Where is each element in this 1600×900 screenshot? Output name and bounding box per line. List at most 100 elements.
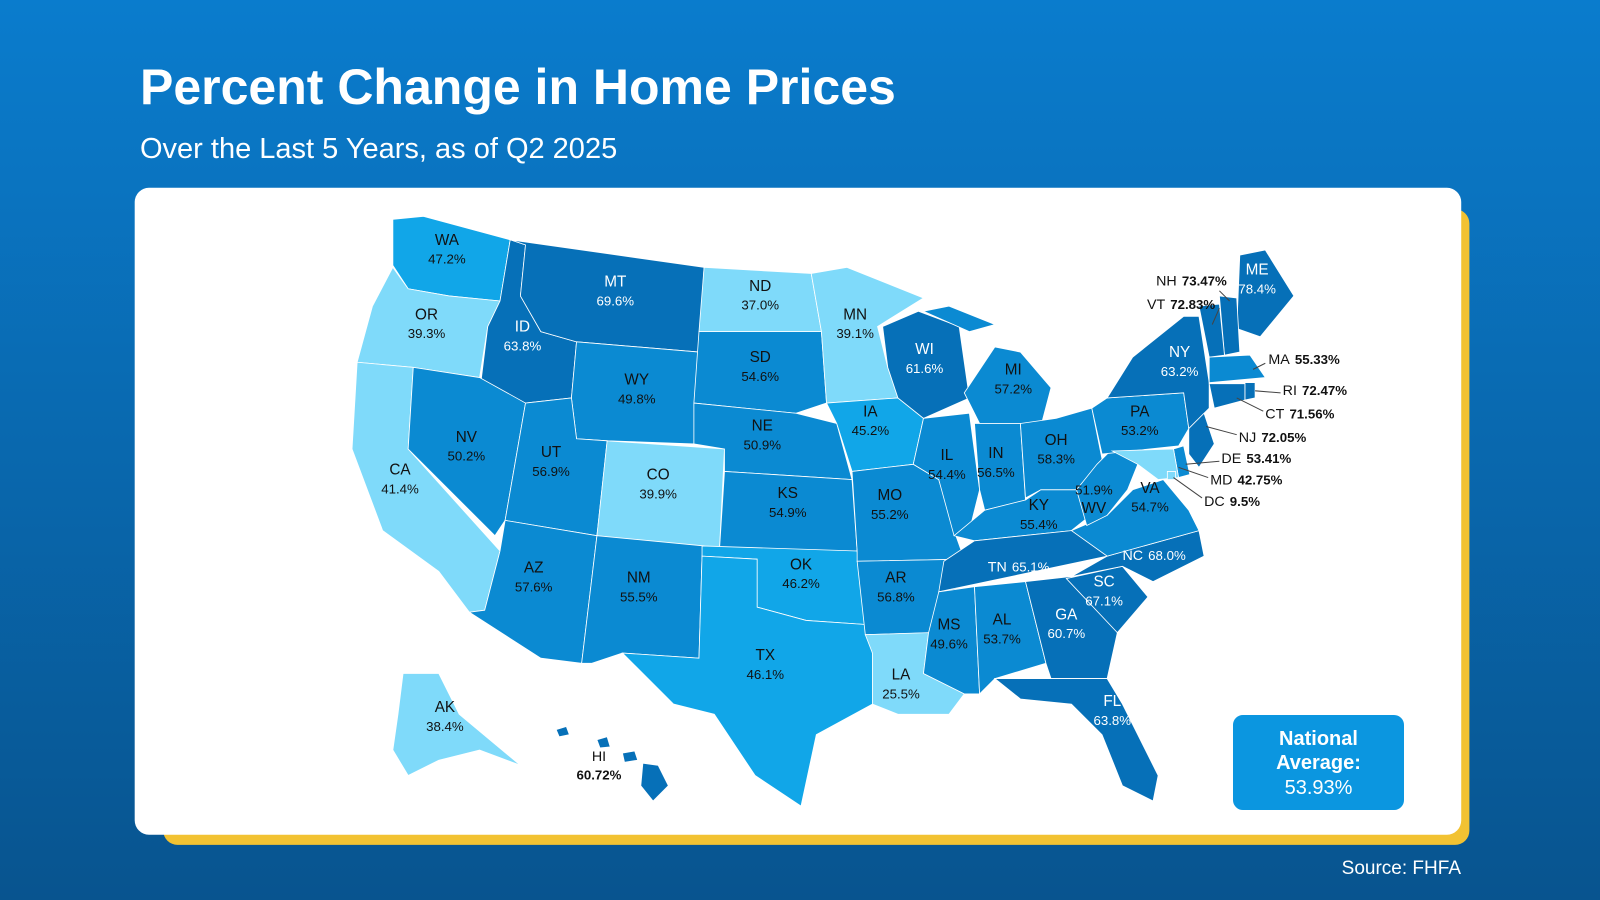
state-abbr: LA bbox=[892, 667, 912, 684]
state-label: HI 60.72% bbox=[577, 749, 622, 782]
state bbox=[1208, 383, 1246, 409]
state-value: 39.9% bbox=[639, 486, 677, 501]
leader-line bbox=[1185, 460, 1220, 465]
state-abbr: MI bbox=[1005, 361, 1022, 378]
state-abbr: NJ bbox=[1239, 430, 1256, 446]
state-value: 54.6% bbox=[741, 369, 779, 384]
state bbox=[1070, 479, 1200, 557]
state-value: 73.47% bbox=[1182, 273, 1227, 288]
state-label: CT 71.56% bbox=[1265, 406, 1334, 422]
state-value: 68.0% bbox=[1148, 548, 1186, 563]
state bbox=[1076, 448, 1139, 527]
state-value: 47.2% bbox=[428, 252, 466, 267]
state-abbr: UT bbox=[541, 444, 561, 461]
state-label: DE 53.41% bbox=[1221, 451, 1291, 467]
subtitle: Over the Last 5 Years, as of Q2 2025 bbox=[140, 133, 618, 165]
state-label: MD 42.75% bbox=[1210, 472, 1282, 488]
state bbox=[1208, 354, 1267, 384]
state-value: 50.2% bbox=[448, 449, 486, 464]
leader-line bbox=[1205, 426, 1237, 436]
state-value: 63.2% bbox=[1161, 364, 1199, 379]
state bbox=[693, 331, 827, 414]
state-value: 45.2% bbox=[852, 423, 890, 438]
title: Percent Change in Home Prices bbox=[140, 59, 896, 115]
state bbox=[621, 555, 873, 807]
state-value: 54.7% bbox=[1131, 500, 1169, 515]
state-value: 50.9% bbox=[743, 437, 781, 452]
state-abbr: IN bbox=[988, 445, 1003, 462]
state-value: 60.7% bbox=[1048, 626, 1086, 641]
state-abbr: NE bbox=[752, 418, 773, 435]
state-label: MA 55.33% bbox=[1268, 352, 1340, 368]
state bbox=[555, 726, 669, 802]
source: Source: FHFA bbox=[1341, 858, 1461, 879]
state-value: 39.3% bbox=[408, 326, 446, 341]
state-abbr: WY bbox=[624, 372, 649, 389]
state-value: 56.8% bbox=[877, 589, 915, 604]
state-abbr: PA bbox=[1130, 403, 1150, 420]
state-value: 38.4% bbox=[426, 719, 464, 734]
state-abbr: AR bbox=[885, 570, 906, 587]
national-average-box: National Average: 53.93% bbox=[1231, 713, 1406, 812]
state bbox=[356, 266, 501, 379]
state-value: 58.3% bbox=[1037, 452, 1075, 467]
state-value: 63.8% bbox=[504, 338, 542, 353]
leader-line bbox=[1173, 477, 1203, 499]
state-abbr: NH bbox=[1156, 273, 1177, 289]
state-label: NC 68.0% bbox=[1122, 548, 1185, 564]
leader-line bbox=[1178, 466, 1209, 479]
state-value: 46.1% bbox=[747, 667, 785, 682]
state-abbr: ND bbox=[749, 278, 771, 295]
state-label: NH 73.47% bbox=[1156, 273, 1227, 289]
state-value: 57.2% bbox=[994, 381, 1032, 396]
state-value: 60.72% bbox=[577, 767, 622, 782]
state-abbr: MN bbox=[843, 306, 867, 323]
state-value: 42.75% bbox=[1237, 472, 1282, 487]
state-abbr: IA bbox=[863, 403, 878, 420]
state bbox=[993, 678, 1159, 802]
state-abbr: DC bbox=[1204, 494, 1225, 510]
state-abbr: NY bbox=[1169, 344, 1190, 361]
state-abbr: CO bbox=[647, 467, 670, 484]
state-value: 9.5% bbox=[1230, 494, 1260, 509]
state-abbr: WA bbox=[435, 232, 460, 249]
state-value: 39.1% bbox=[836, 326, 874, 341]
state-value: 72.83% bbox=[1170, 297, 1215, 312]
state-abbr: ID bbox=[515, 319, 530, 336]
state-abbr: DE bbox=[1221, 451, 1241, 467]
state-abbr: RI bbox=[1283, 383, 1297, 399]
state bbox=[1198, 303, 1225, 358]
state-value: 54.9% bbox=[769, 505, 807, 520]
state-value: 37.0% bbox=[741, 298, 779, 313]
state bbox=[392, 673, 521, 777]
state-value: 25.5% bbox=[882, 686, 920, 701]
state bbox=[1244, 382, 1256, 401]
state-abbr: CT bbox=[1265, 406, 1284, 422]
states bbox=[351, 215, 1295, 807]
state-abbr: MS bbox=[938, 617, 961, 634]
state-abbr: CA bbox=[389, 461, 411, 478]
state-value: 56.9% bbox=[532, 464, 570, 479]
state-value: 69.6% bbox=[597, 294, 635, 309]
state-value: 71.56% bbox=[1289, 406, 1334, 421]
state-value: 56.5% bbox=[977, 465, 1015, 480]
state-abbr: GA bbox=[1055, 606, 1078, 623]
state-abbr: KY bbox=[1029, 497, 1049, 514]
state-abbr: NV bbox=[456, 429, 478, 446]
state-abbr: KS bbox=[778, 485, 798, 502]
state-value: 55.4% bbox=[1020, 517, 1058, 532]
state-abbr: SC bbox=[1093, 574, 1114, 591]
leader-line bbox=[1252, 362, 1266, 370]
state-abbr: AK bbox=[435, 699, 456, 716]
state-value: 55.33% bbox=[1295, 352, 1340, 367]
state-value: 67.1% bbox=[1085, 594, 1123, 609]
state-abbr: TX bbox=[756, 647, 776, 664]
state-label: RI 72.47% bbox=[1283, 382, 1348, 398]
state-abbr: AZ bbox=[524, 559, 544, 576]
state-abbr: NC bbox=[1122, 548, 1143, 564]
labels: WA 47.2% OR 39.3% CA 41.4% ID 63.8% NV 50.2% MT 69.… bbox=[381, 232, 1347, 782]
state-abbr: MA bbox=[1268, 352, 1290, 368]
state-label: DC 9.5% bbox=[1204, 494, 1260, 510]
